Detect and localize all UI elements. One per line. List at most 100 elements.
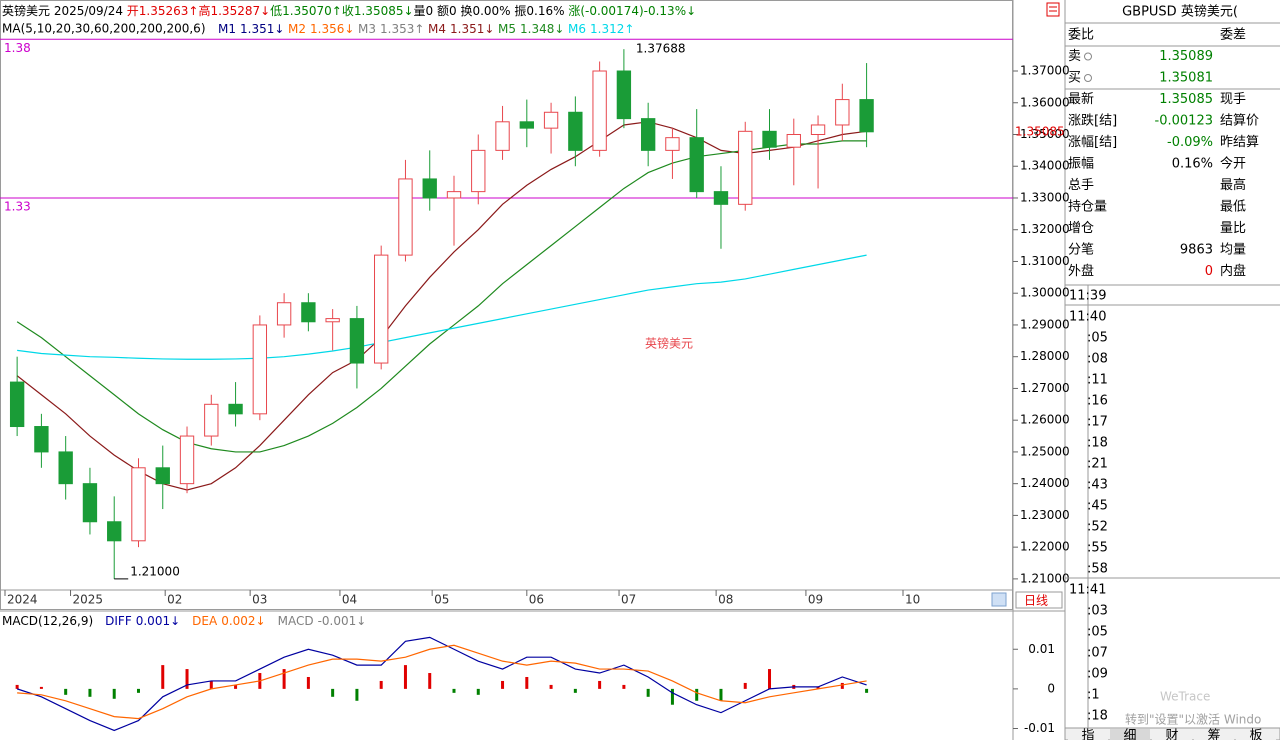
low-label: 1.21000 (130, 564, 180, 578)
candle-body (204, 403, 219, 437)
candle-body (543, 111, 559, 129)
y-tick-label: 1.22000 (1020, 540, 1070, 554)
tab[interactable] (1236, 729, 1276, 740)
macd-bar (355, 688, 359, 701)
tab[interactable] (1194, 729, 1234, 740)
trade-time: :16 (1087, 394, 1108, 409)
macd-bar (646, 688, 650, 697)
macd-bar (379, 680, 383, 689)
candle-body (640, 118, 656, 151)
candle-body (786, 133, 801, 148)
x-tick-label: 2024 (7, 593, 38, 607)
scroll-box[interactable] (991, 592, 1007, 607)
row-label: 外盘 (1068, 263, 1094, 279)
activation-notice: 转到"设置"以激活 Windo (1125, 712, 1261, 727)
candle-body (179, 435, 195, 485)
candle-body (252, 324, 268, 415)
tab-label[interactable]: 板 (1249, 729, 1262, 740)
ma-value: 1.351 (240, 22, 274, 36)
row-value: 9863 (1180, 243, 1213, 258)
tab-label[interactable]: 细 (1123, 729, 1136, 740)
tab[interactable] (1110, 729, 1150, 740)
y-tick-label: 1.26000 (1020, 413, 1070, 427)
candle-body (592, 70, 607, 151)
y-tick-label: 1.28000 (1020, 349, 1070, 363)
trade-time: :1 (1087, 688, 1100, 703)
row-label2: 最低 (1220, 200, 1246, 215)
row-label2: 结算价 (1220, 114, 1259, 129)
row-label: 最新 (1068, 91, 1094, 107)
candle-body (616, 70, 632, 120)
legend-trend: ↓ (356, 614, 366, 628)
candle-body (107, 521, 122, 542)
last-price: 1.35085 (1015, 124, 1065, 138)
row-label: 总手 (1068, 178, 1094, 193)
level-label: 1.33 (4, 199, 31, 213)
ma-legend: M2 1.356↓ (288, 22, 354, 36)
row-value: 0.16% (1172, 157, 1213, 172)
trade-time: :11 (1087, 373, 1108, 388)
period-box[interactable] (1015, 591, 1063, 609)
tab-label[interactable]: 筹 (1207, 728, 1220, 740)
row-label: 买 (1068, 71, 1081, 86)
trade-time: :52 (1087, 520, 1108, 535)
candle-body (9, 381, 25, 428)
legend-name: DEA (192, 614, 218, 628)
candle-body (568, 111, 583, 151)
row-label2: 委差 (1220, 28, 1246, 43)
ma-trend: ↓ (274, 22, 284, 36)
quote-title: GBPUSD 英镑美元( (1122, 4, 1238, 20)
row-value: 1.35081 (1159, 71, 1213, 86)
ma-legend: M3 1.353↑ (358, 22, 424, 36)
tab[interactable] (1068, 729, 1108, 740)
candle-body (34, 426, 49, 453)
row-label: 涨跌[结] (1068, 113, 1117, 129)
header: 英镑美元 2025/09/24 开1.35263↑高1.35287↓低1.350… (2, 3, 696, 18)
y-tick-label: 1.25000 (1020, 444, 1070, 458)
macd-bar (549, 684, 553, 689)
row-label2: 量比 (1220, 221, 1246, 236)
tab-label[interactable]: 财 (1165, 729, 1178, 740)
trade-time: :03 (1087, 604, 1108, 619)
y-tick-label: 1.23000 (1020, 508, 1070, 522)
macd-bar (573, 688, 577, 693)
high-label: 1.37688 (636, 42, 686, 56)
y-tick-label: 1.37000 (1020, 64, 1070, 78)
y-tick-label: 1.30000 (1020, 286, 1070, 300)
macd-bar (112, 688, 116, 699)
y-tick-label: 1.31000 (1020, 254, 1070, 268)
legend-value: 0.002 (221, 614, 255, 628)
trade-time: 11:39 (1069, 289, 1106, 304)
ma-name: M4 (428, 22, 446, 36)
candle-body (276, 302, 292, 326)
trade-time: :09 (1087, 667, 1108, 682)
macd-bar (136, 688, 140, 693)
macd-bar (452, 688, 456, 693)
legend-name: MACD (278, 614, 314, 628)
watermark: 英镑美元 (645, 336, 693, 351)
row-label2: 均量 (1220, 243, 1246, 258)
candle-body (810, 124, 826, 135)
tab[interactable] (1152, 729, 1192, 740)
tab-label[interactable]: 指 (1081, 729, 1094, 740)
candle-body (835, 99, 850, 126)
macd-bar (501, 680, 505, 689)
x-tick-label: 04 (342, 593, 357, 607)
candle-body (471, 149, 486, 193)
macd-bar (743, 682, 747, 689)
candle-body (325, 318, 340, 323)
ma-legend: M4 1.351↓ (428, 22, 494, 36)
y-tick-label: 0.01 (1028, 642, 1055, 656)
candle-body (519, 121, 534, 129)
macd-bar (865, 688, 869, 693)
ma-value: 1.312 (590, 22, 624, 36)
macd-bar (185, 669, 189, 689)
period-label[interactable]: 日线 (1024, 594, 1048, 608)
window-icon[interactable] (1046, 2, 1060, 17)
trade-time: :55 (1087, 541, 1108, 556)
ma-trend: ↓ (484, 22, 494, 36)
ma-legend: M5 1.348↓ (498, 22, 564, 36)
macd-bar (88, 688, 92, 697)
row-label: 持仓量 (1068, 200, 1107, 215)
macd-bar (39, 686, 43, 689)
